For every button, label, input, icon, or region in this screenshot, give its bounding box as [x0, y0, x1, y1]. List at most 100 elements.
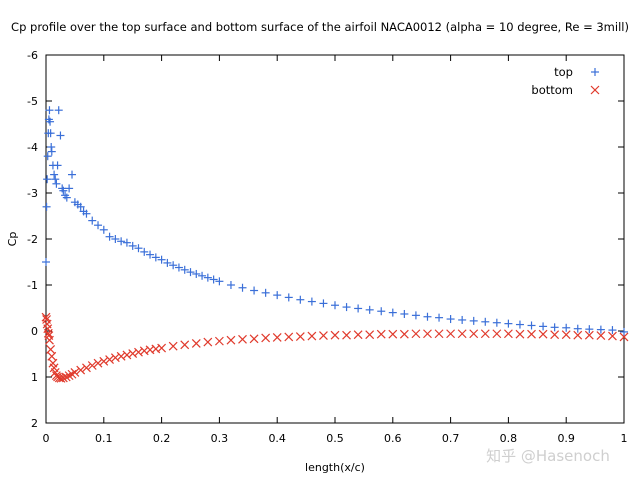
- data-point-top: [128, 241, 137, 250]
- data-points: [41, 106, 629, 383]
- data-point-top: [550, 323, 559, 332]
- data-point-bottom: [226, 335, 236, 345]
- data-point-top: [446, 315, 455, 324]
- data-point-top: [423, 312, 432, 321]
- data-point-top: [319, 299, 328, 308]
- y-tick-label: 1: [31, 371, 38, 384]
- data-point-bottom: [492, 329, 502, 339]
- data-point-top: [134, 244, 143, 253]
- data-point-top: [59, 186, 68, 195]
- legend-marker-bottom: [590, 85, 600, 95]
- data-point-bottom: [203, 337, 213, 347]
- data-point-top: [209, 275, 218, 284]
- data-point-top: [331, 301, 339, 310]
- data-point-top: [122, 238, 131, 247]
- data-point-top: [140, 247, 149, 256]
- data-point-top: [307, 297, 316, 306]
- data-point-top: [377, 307, 386, 316]
- data-point-top: [42, 202, 51, 211]
- data-point-top: [481, 317, 490, 326]
- data-point-top: [157, 255, 166, 264]
- data-point-top: [620, 327, 628, 336]
- data-point-bottom: [122, 350, 132, 360]
- data-point-top: [596, 325, 605, 334]
- data-point-top: [180, 265, 189, 274]
- y-tick-label: -2: [27, 233, 38, 246]
- data-point-bottom: [214, 336, 224, 346]
- data-point-top: [46, 117, 55, 126]
- axis-ticks: 0 0.1 0.2 0.3 0.4 0.5 0.6 0.7 0.8 0.9 1 -6 -5 -4 -3 -2 -…: [27, 49, 627, 445]
- plot-frame: [45, 54, 625, 424]
- data-point-top: [585, 325, 594, 334]
- x-tick-label: 0.9: [557, 432, 575, 445]
- data-point-top: [273, 291, 282, 300]
- data-point-top: [46, 129, 55, 138]
- data-point-top: [226, 281, 235, 289]
- y-tick-label: -4: [27, 141, 38, 154]
- data-point-top: [50, 170, 59, 179]
- y-tick-label: -3: [27, 187, 38, 200]
- x-tick-label: 0.5: [326, 432, 344, 445]
- data-point-bottom: [93, 358, 103, 368]
- data-point-bottom: [56, 373, 66, 383]
- data-point-top: [163, 258, 172, 267]
- x-tick-label: 0.3: [211, 432, 229, 445]
- legend-marker-top: [591, 68, 599, 76]
- data-point-bottom: [105, 355, 115, 364]
- data-point-top: [43, 152, 52, 161]
- data-point-bottom: [434, 329, 444, 339]
- data-point-bottom: [76, 365, 86, 375]
- data-point-bottom: [295, 332, 305, 341]
- data-point-top: [99, 225, 108, 234]
- data-point-top: [250, 286, 259, 295]
- data-point-top: [146, 250, 155, 259]
- data-point-top: [174, 263, 183, 272]
- data-point-bottom: [45, 335, 54, 345]
- data-point-bottom: [608, 331, 617, 341]
- data-point-top: [573, 324, 582, 333]
- data-point-top: [261, 288, 270, 297]
- data-point-top: [117, 237, 126, 246]
- data-point-top: [400, 309, 409, 318]
- data-point-bottom: [619, 332, 629, 342]
- data-point-bottom: [376, 329, 386, 339]
- data-point-bottom: [342, 330, 351, 340]
- data-point-bottom: [191, 338, 201, 348]
- data-point-bottom: [515, 329, 525, 339]
- data-point-bottom: [307, 331, 317, 341]
- data-point-top: [169, 261, 178, 270]
- data-point-top: [65, 184, 74, 193]
- data-point-top: [45, 106, 54, 115]
- x-tick-label: 0: [43, 432, 50, 445]
- data-point-top: [192, 269, 201, 278]
- data-point-top: [203, 273, 212, 282]
- data-point-bottom: [46, 344, 56, 354]
- data-point-top: [435, 313, 444, 322]
- data-point-top: [458, 315, 467, 324]
- data-point-top: [43, 175, 52, 184]
- data-point-bottom: [238, 334, 247, 344]
- data-point-top: [562, 323, 571, 332]
- data-point-bottom: [64, 371, 74, 381]
- data-point-top: [469, 316, 478, 325]
- data-point-bottom: [399, 329, 409, 339]
- x-tick-label: 0.6: [384, 432, 402, 445]
- data-point-top: [151, 253, 160, 262]
- data-point-top: [492, 318, 501, 327]
- data-point-top: [52, 179, 61, 188]
- data-point-bottom: [411, 329, 421, 339]
- y-tick-label: 2: [31, 417, 38, 430]
- x-tick-label: 0.1: [95, 432, 113, 445]
- data-point-bottom: [446, 329, 456, 339]
- y-tick-label: -5: [27, 95, 38, 108]
- data-point-top: [88, 216, 97, 225]
- data-point-bottom: [61, 372, 71, 382]
- x-tick-label: 0.7: [442, 432, 460, 445]
- y-tick-label: 0: [31, 325, 38, 338]
- x-axis-label: length(x/c): [305, 461, 365, 474]
- data-point-bottom: [319, 331, 328, 341]
- legend-label-bottom: bottom: [531, 83, 573, 97]
- data-point-top: [82, 209, 91, 218]
- x-tick-label: 1: [621, 432, 628, 445]
